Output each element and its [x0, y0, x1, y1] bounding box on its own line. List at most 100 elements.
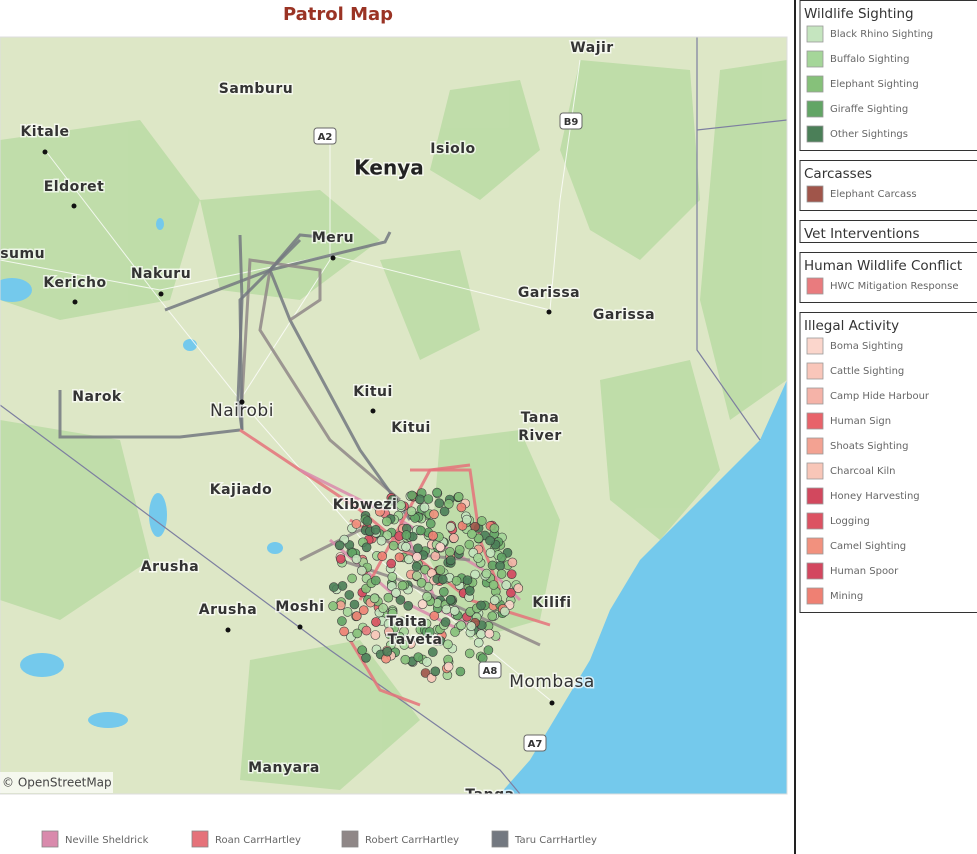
sighting-marker [371, 617, 381, 627]
legend-item-label: HWC Mitigation Response [830, 281, 959, 292]
legend-panel-frame [799, 252, 977, 303]
sighting-marker [513, 583, 524, 594]
sighting-marker [456, 620, 466, 631]
place-label: Samburu [219, 81, 293, 97]
place-label: Garissa [518, 285, 580, 301]
sighting-marker [423, 494, 434, 504]
legend-panel-frame [799, 160, 977, 211]
legend-panel: Wildlife Sighting Black Rhino Sighting Buf… [799, 0, 977, 151]
sighting-marker [489, 523, 500, 534]
sighting-marker [467, 529, 477, 539]
legend-swatch [806, 362, 824, 380]
sighting-marker [499, 606, 510, 617]
legend-panel: Carcasses Elephant Carcass [799, 160, 977, 211]
sighting-marker [476, 600, 486, 611]
place-label: Kitale [20, 124, 69, 140]
legend-item-label: Mining [830, 591, 863, 602]
sighting-marker [386, 558, 397, 569]
sighting-marker [383, 592, 394, 603]
sighting-marker [462, 575, 473, 586]
legend-swatch [806, 412, 824, 430]
place-label: isumu [0, 246, 45, 262]
sighting-marker [449, 533, 459, 543]
road-shield: B9 [559, 112, 583, 130]
sighting-marker [443, 499, 454, 509]
sighting-marker [466, 621, 477, 632]
place-label: Tanga [465, 787, 514, 803]
place-dot [42, 149, 48, 155]
sighting-marker [415, 494, 425, 505]
legend-panel: Human Wildlife Conflict HWC Mitigation Re… [799, 252, 977, 303]
sighting-marker [361, 625, 372, 636]
place-label: Moshi [275, 599, 324, 615]
sighting-marker [387, 608, 398, 619]
sighting-marker [432, 487, 442, 498]
sighting-marker [361, 542, 372, 553]
legend-swatch [806, 277, 824, 295]
patrol-swatch [491, 830, 509, 848]
legend-panel-frame [799, 0, 977, 151]
sighting-marker [401, 530, 412, 540]
legend-swatch [806, 387, 824, 405]
patrol-swatch [341, 830, 359, 848]
sighting-marker [429, 509, 439, 520]
sighting-marker [476, 516, 487, 526]
place-label: Narok [72, 389, 122, 405]
ocean [500, 380, 787, 794]
sighting-marker [456, 502, 467, 513]
legend-item-label: Buffalo Sighting [830, 54, 910, 65]
legend-swatch [806, 100, 824, 118]
sighting-marker [351, 519, 362, 529]
legend-swatch [806, 512, 824, 530]
borders [0, 37, 787, 794]
legend-item-label: Boma Sighting [830, 341, 903, 352]
sighting-marker [370, 575, 381, 586]
sighting-marker [473, 553, 483, 563]
sighting-marker [441, 604, 452, 615]
place-dot [297, 624, 303, 630]
legend-item-label: Shoats Sighting [830, 441, 908, 452]
sighting-marker [506, 569, 517, 580]
patrol-label: Taru CarrHartley [514, 835, 597, 846]
sighting-marker [351, 554, 362, 564]
sighting-marker [464, 539, 475, 550]
sighting-marker [453, 491, 464, 502]
place-label: Arusha [141, 559, 199, 575]
sighting-marker [399, 640, 410, 650]
place-label: Kilifi [532, 595, 571, 611]
road-shield: A7 [523, 734, 547, 752]
legend-swatch [806, 75, 824, 93]
attribution-bg [0, 772, 113, 793]
place-label: Kitui [353, 384, 393, 400]
sighting-marker [429, 611, 440, 621]
sighting-marker [487, 611, 498, 622]
place-label: Eldoret [44, 179, 105, 195]
sighting-marker [358, 605, 369, 616]
sighting-marker [434, 498, 445, 509]
legend-item-label: Charcoal Kiln [830, 466, 896, 477]
patrol-swatch [191, 830, 209, 848]
sighting-marker [382, 646, 393, 657]
vegetation [0, 60, 787, 790]
legend-panel: Vet Interventions [799, 220, 977, 243]
legend-swatch [806, 25, 824, 43]
sighting-marker [483, 645, 494, 656]
map-title: Patrol Map [283, 4, 393, 25]
sighting-marker [443, 639, 453, 650]
place-label: Nakuru [131, 266, 191, 282]
legend-panel-title: Illegal Activity [804, 318, 899, 334]
sighting-marker [489, 595, 500, 606]
sighting-marker [407, 490, 417, 501]
sighting-marker [430, 551, 441, 561]
patrol-track [348, 639, 421, 707]
sighting-marker [339, 626, 349, 637]
sighting-marker [349, 599, 360, 610]
legend-item-label: Human Sign [830, 416, 891, 427]
sighting-marker [334, 540, 345, 551]
place-dot [549, 700, 555, 706]
sighting-marker [495, 560, 505, 571]
place-label: Kenya [354, 156, 423, 180]
sighting-marker [415, 525, 426, 536]
road-label: A8 [483, 666, 498, 677]
patrol-label: Roan CarrHartley [215, 835, 301, 846]
